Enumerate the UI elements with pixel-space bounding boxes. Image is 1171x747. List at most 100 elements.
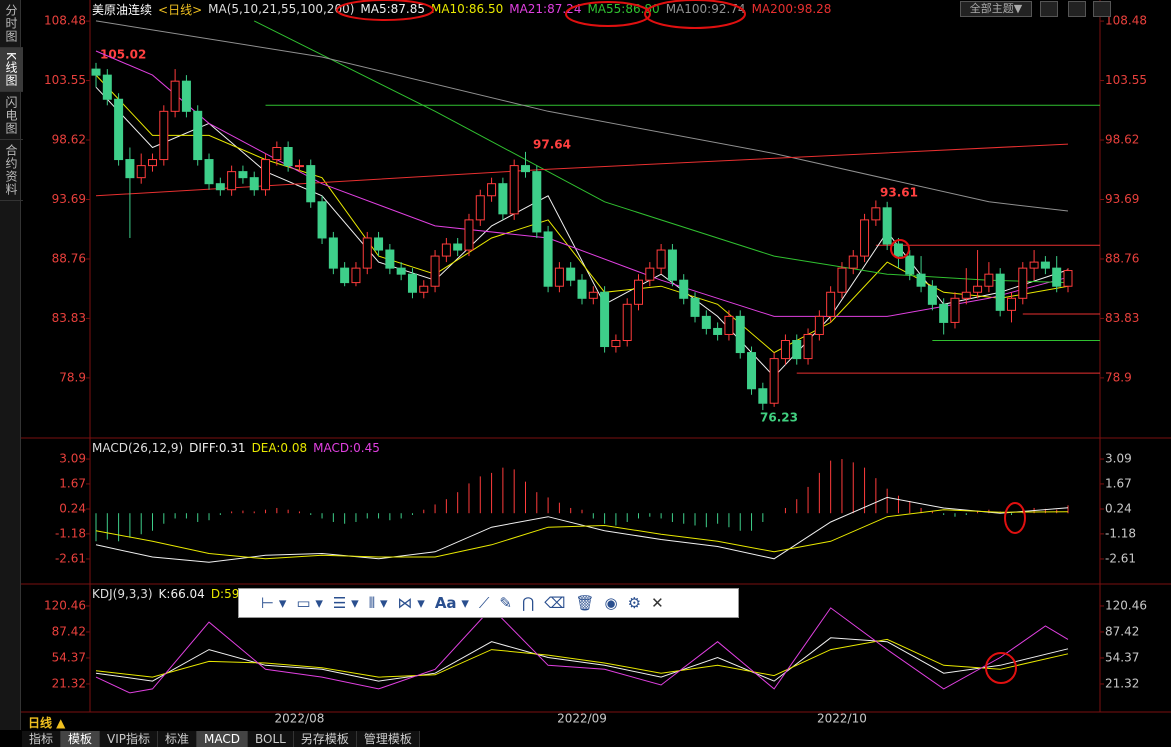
magnet-tool[interactable]: ⋂ bbox=[521, 594, 535, 612]
bottom-tab[interactable]: 指标 bbox=[22, 731, 62, 747]
candle-body bbox=[441, 243, 451, 257]
rect-tool[interactable]: ▭ ▾ bbox=[296, 594, 323, 612]
bottom-tab[interactable]: 模板 bbox=[61, 731, 101, 747]
ma-header: MA(5,10,21,55,100,200) bbox=[208, 2, 355, 16]
candle-body bbox=[645, 267, 655, 281]
pen-tool[interactable]: ✎ bbox=[499, 594, 512, 612]
ma-label: MA200:98.28 bbox=[751, 2, 832, 16]
candle-body bbox=[249, 177, 259, 191]
candle-body bbox=[780, 340, 790, 360]
candle-body bbox=[385, 249, 395, 269]
side-tab[interactable]: 分时图 bbox=[0, 0, 23, 48]
candle-body bbox=[193, 110, 203, 161]
pattern-tool[interactable]: ⋈ ▾ bbox=[397, 594, 425, 612]
icon-button[interactable] bbox=[1040, 1, 1058, 17]
y-tick-label: 3.09 bbox=[59, 452, 86, 466]
settings-tool[interactable]: ⚙ bbox=[627, 594, 642, 612]
line-tool[interactable]: ⊢ ▾ bbox=[261, 594, 287, 612]
candle-body bbox=[984, 273, 994, 287]
candle-body bbox=[961, 291, 971, 299]
price-header: 美原油连续 <日线> MA(5,10,21,55,100,200) MA5:87… bbox=[92, 1, 831, 17]
candle-body bbox=[554, 267, 564, 287]
x-tick-label: 2022/09 bbox=[557, 712, 607, 726]
candle-body bbox=[102, 74, 112, 100]
period-button[interactable]: 日线 ▲ bbox=[28, 716, 66, 730]
candle-body bbox=[215, 183, 225, 191]
indicator-line bbox=[95, 20, 1069, 212]
y-tick-label: 93.69 bbox=[1105, 192, 1139, 206]
side-tabs: 分时图 K线图 闪电图 合约资料 bbox=[0, 0, 23, 730]
candle-body bbox=[487, 183, 497, 197]
ruler-tool[interactable]: ⟋ bbox=[478, 594, 490, 612]
candle-body bbox=[464, 219, 474, 251]
candle-body bbox=[419, 285, 429, 293]
y-tick-label: 3.09 bbox=[1105, 452, 1132, 466]
candle-body bbox=[927, 285, 937, 305]
bottom-tab[interactable]: 另存模板 bbox=[294, 731, 357, 747]
candle-body bbox=[814, 315, 824, 335]
icon-button[interactable] bbox=[1068, 1, 1086, 17]
candle-body bbox=[362, 237, 372, 269]
period: <日线> bbox=[158, 2, 203, 17]
ma-label: MA100:92.74 bbox=[665, 2, 746, 16]
icon-button[interactable] bbox=[1093, 1, 1111, 17]
y-tick-label: 108.48 bbox=[1105, 14, 1147, 28]
candle-body bbox=[475, 195, 485, 221]
bottom-tab[interactable]: 管理模板 bbox=[357, 731, 420, 747]
y-tick-label: 21.32 bbox=[1105, 676, 1139, 690]
candle-body bbox=[882, 207, 892, 245]
indicator-line bbox=[95, 607, 1069, 694]
bottom-tab[interactable]: MACD bbox=[197, 731, 249, 747]
candle-body bbox=[848, 255, 858, 269]
indicator-line bbox=[95, 509, 1069, 560]
y-tick-label: 54.37 bbox=[1105, 650, 1139, 664]
candle-body bbox=[125, 159, 135, 179]
x-tick-label: 2022/10 bbox=[817, 712, 867, 726]
candle-body bbox=[317, 201, 327, 239]
eye-tool[interactable]: ◉ bbox=[604, 594, 618, 612]
ma-label: MA5:87.85 bbox=[360, 2, 425, 16]
candle-body bbox=[294, 165, 304, 168]
candle-body bbox=[905, 255, 915, 275]
eraser-tool[interactable]: ⌫ bbox=[544, 594, 566, 612]
y-tick-label: 103.55 bbox=[44, 73, 86, 87]
candle-body bbox=[520, 165, 530, 173]
fib-tool[interactable]: ☰ ▾ bbox=[332, 594, 359, 612]
y-tick-label: 103.55 bbox=[1105, 73, 1147, 87]
indicator-line bbox=[95, 638, 1069, 678]
y-tick-label: 98.62 bbox=[1105, 133, 1139, 147]
side-tab[interactable]: 闪电图 bbox=[0, 92, 23, 140]
candle-body bbox=[679, 279, 689, 299]
chart: 105.02 97.64 93.61 76.23 108.48 108.48 103… bbox=[20, 0, 1171, 726]
high-label: 93.61 bbox=[880, 186, 918, 200]
y-tick-label: 88.76 bbox=[52, 251, 86, 265]
candle-body bbox=[1040, 261, 1050, 269]
indicator-name: KDJ(9,3,3) bbox=[92, 587, 153, 601]
candle-body bbox=[588, 291, 598, 299]
bottom-tabs: 指标 模板 VIP指标 标准 MACD BOLL 另存模板 管理模板 bbox=[22, 731, 420, 747]
candle-body bbox=[509, 165, 519, 215]
bottom-tab[interactable]: BOLL bbox=[248, 731, 294, 747]
font-tool[interactable]: Aa ▾ bbox=[434, 594, 469, 612]
side-tab[interactable]: K线图 bbox=[0, 48, 23, 92]
candle-body bbox=[227, 171, 237, 191]
font-label: Aa bbox=[434, 594, 457, 612]
candle-body bbox=[543, 231, 553, 287]
candle-body bbox=[306, 165, 316, 203]
close-button[interactable]: ✕ bbox=[651, 594, 664, 612]
indicator-label: DEA:0.08 bbox=[251, 441, 308, 455]
bottom-tab[interactable]: VIP指标 bbox=[100, 731, 159, 747]
gann-tool[interactable]: ⦀ ▾ bbox=[368, 594, 388, 612]
ma-label: MA10:86.50 bbox=[430, 2, 504, 16]
delete-tool[interactable]: 🗑 bbox=[575, 594, 595, 612]
candle-body bbox=[1063, 270, 1073, 287]
indicator-line bbox=[95, 74, 1069, 354]
candle-body bbox=[1029, 261, 1039, 269]
candle-body bbox=[860, 219, 870, 257]
side-tab[interactable]: 合约资料 bbox=[0, 140, 23, 201]
y-tick-label: -1.18 bbox=[1105, 526, 1136, 540]
theme-button[interactable]: 全部主题▼ bbox=[960, 1, 1032, 17]
candle-body bbox=[1006, 297, 1016, 311]
bottom-tab[interactable]: 标准 bbox=[158, 731, 198, 747]
